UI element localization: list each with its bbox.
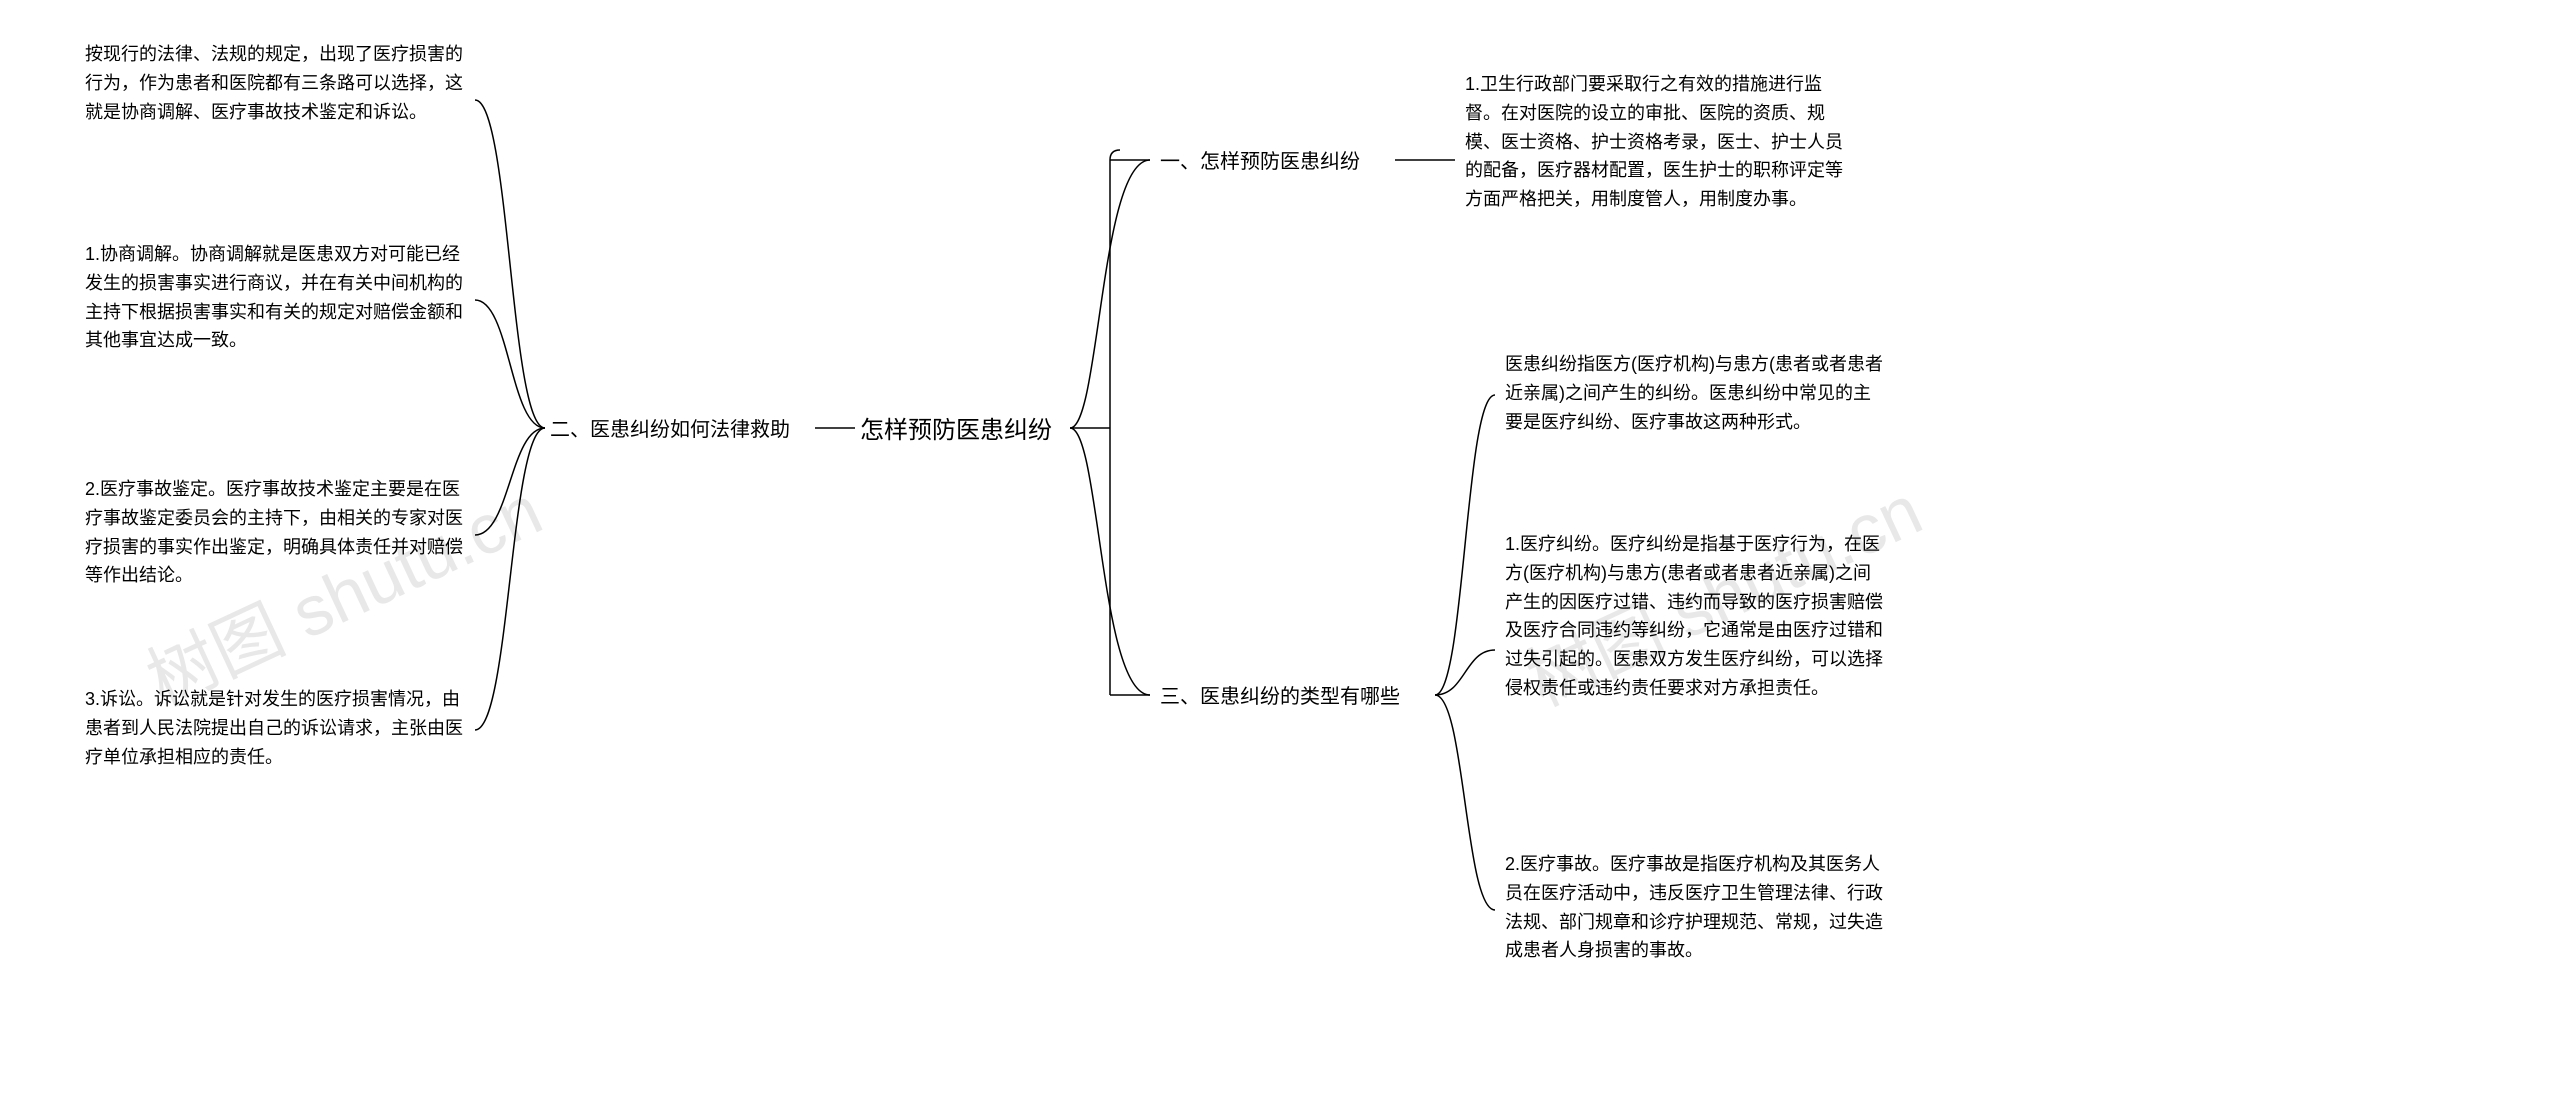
branch2-leaf-3: 3.诉讼。诉讼就是针对发生的医疗损害情况，由患者到人民法院提出自己的诉讼请求，主…: [85, 685, 465, 771]
center-node: 怎样预防医患纠纷: [860, 412, 1052, 450]
branch3-label: 三、医患纠纷的类型有哪些: [1160, 681, 1400, 713]
branch2-leaf-1: 1.协商调解。协商调解就是医患双方对可能已经发生的损害事实进行商议，并在有关中间…: [85, 240, 465, 355]
branch3-leaf-2: 2.医疗事故。医疗事故是指医疗机构及其医务人员在医疗活动中，违反医疗卫生管理法律…: [1505, 850, 1885, 965]
branch2-leaf-0: 按现行的法律、法规的规定，出现了医疗损害的行为，作为患者和医院都有三条路可以选择…: [85, 40, 465, 126]
branch2-label: 二、医患纠纷如何法律救助: [550, 414, 790, 446]
branch1-leaf-0: 1.卫生行政部门要采取行之有效的措施进行监督。在对医院的设立的审批、医院的资质、…: [1465, 70, 1845, 214]
branch3-leaf-0: 医患纠纷指医方(医疗机构)与患方(患者或者患者近亲属)之间产生的纠纷。医患纠纷中…: [1505, 350, 1885, 436]
branch1-label: 一、怎样预防医患纠纷: [1160, 146, 1360, 178]
branch3-leaf-1: 1.医疗纠纷。医疗纠纷是指基于医疗行为，在医方(医疗机构)与患方(患者或者患者近…: [1505, 530, 1885, 703]
branch2-leaf-2: 2.医疗事故鉴定。医疗事故技术鉴定主要是在医疗事故鉴定委员会的主持下，由相关的专…: [85, 475, 465, 590]
